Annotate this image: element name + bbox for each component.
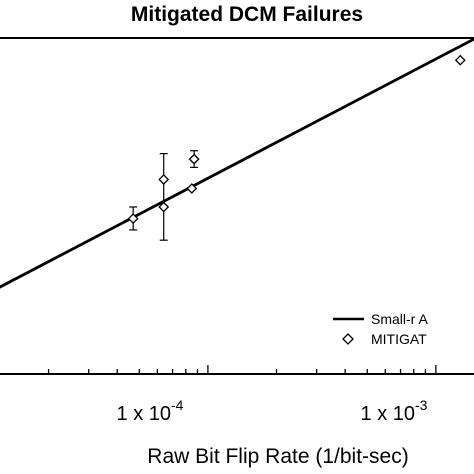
data-point-diamond (188, 153, 200, 165)
data-point-diamond (127, 213, 139, 225)
data-point-diamond (158, 201, 170, 213)
minor-tick-group (47, 369, 427, 374)
data-points-group (127, 54, 466, 241)
x-tick-label-1e-3-base: 1 x 10 (361, 403, 415, 425)
x-tick-label-1e-4-exp: -4 (171, 397, 184, 413)
chart-title: Mitigated DCM Failures (131, 3, 363, 26)
legend: Small-r A MITIGAT (333, 311, 428, 347)
fit-line-group (0, 37, 474, 289)
x-tick-label-1e-4: 1 x 10-4 (117, 397, 184, 425)
x-tick-label-1e-3: 1 x 10-3 (361, 397, 428, 425)
legend-label-fit: Small-r A (371, 311, 428, 327)
data-point-diamond (186, 183, 198, 194)
x-axis-label: Raw Bit Flip Rate (1/bit-sec) (147, 445, 408, 468)
x-tick-label-1e-4-base: 1 x 10 (117, 403, 171, 425)
data-point-diamond (158, 174, 170, 185)
x-tick-label-1e-3-exp: -3 (415, 397, 428, 413)
legend-diamond-swatch (342, 333, 354, 345)
legend-label-points: MITIGAT (371, 331, 427, 347)
x-tick-labels: 1 x 10-4 1 x 10-3 (117, 397, 428, 425)
plot-frame (0, 37, 474, 375)
fit-line (0, 37, 474, 289)
major-tick-group (207, 365, 437, 374)
data-point-diamond (454, 54, 466, 66)
